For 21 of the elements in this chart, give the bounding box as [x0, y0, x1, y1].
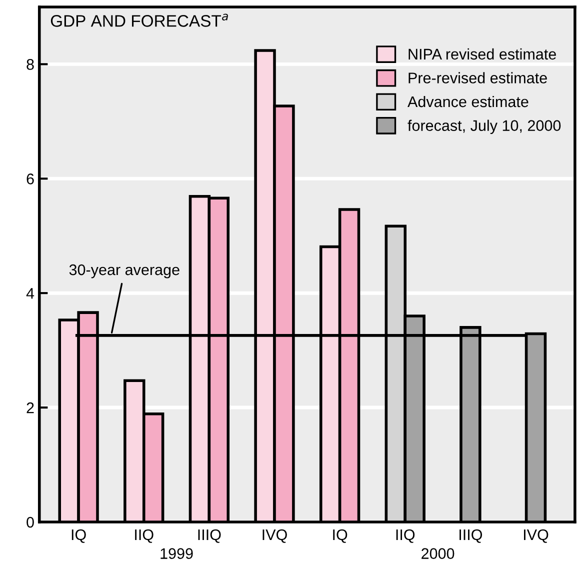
y-tick-label: 2 — [26, 402, 34, 414]
x-tick-label: IIIQ — [198, 529, 221, 543]
legend-label: NIPA revised estimate — [408, 48, 556, 60]
text: 2000 — [422, 548, 454, 559]
x-tick-label: IIQ — [396, 529, 415, 543]
x-tick-label: IIIQ — [460, 529, 482, 543]
legend-label: Advance estimate — [408, 96, 528, 108]
x-tick-label: IVQ — [524, 529, 548, 543]
legend-label: Pre-revised estimate — [408, 72, 547, 84]
x-tick-label: IQ — [333, 529, 348, 543]
ref-line-label: 30-year average — [69, 264, 180, 278]
chart-title: GDP AND FORECAST$^{a}$ — [50, 14, 228, 27]
x-tick-label: IVQ — [262, 529, 287, 543]
y-tick-label: 8 — [26, 59, 34, 70]
y-tick-label: 0 — [26, 516, 34, 528]
x-tick-label: IQ — [72, 529, 86, 543]
legend-label: forecast, July 10, 2000 — [408, 120, 561, 134]
text: 1999 — [160, 548, 193, 559]
y-tick-label: 4 — [26, 288, 34, 299]
y-tick-label: 6 — [26, 174, 34, 184]
x-tick-label: IIQ — [135, 529, 154, 543]
